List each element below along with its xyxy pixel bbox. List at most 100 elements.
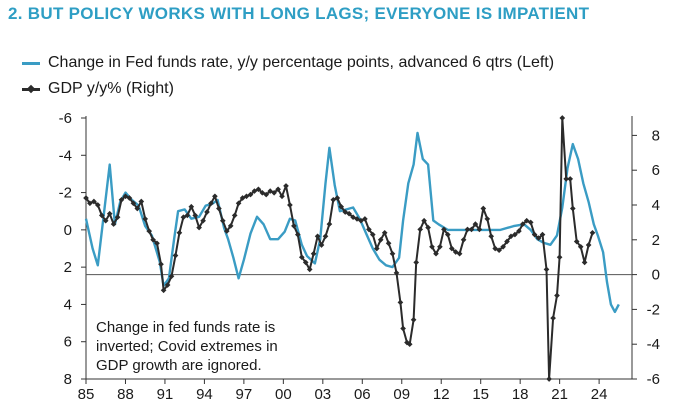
gdp-data-point bbox=[554, 292, 560, 299]
legend-label-gdp: GDP y/y% (Right) bbox=[48, 80, 174, 97]
gdp-data-point bbox=[283, 183, 289, 189]
right-axis-ticks: 8 6 4 2 0 -2 -4 -6 bbox=[632, 127, 660, 388]
gdp-data-point bbox=[255, 186, 262, 193]
gdp-data-point bbox=[259, 189, 266, 196]
gdp-data-point bbox=[243, 193, 250, 200]
gdp-data-point bbox=[138, 198, 145, 205]
gdp-data-point bbox=[154, 240, 160, 247]
x-axis-tick-label: 91 bbox=[157, 386, 174, 403]
gdp-data-point bbox=[298, 254, 305, 261]
gdp-data-point bbox=[354, 216, 360, 222]
left-axis-tick-label: 0 bbox=[64, 222, 72, 239]
right-axis-tick-label: -4 bbox=[647, 336, 660, 353]
gdp-data-point bbox=[192, 212, 199, 219]
legend-item-gdp: GDP y/y% (Right) bbox=[22, 76, 554, 102]
x-axis-tick-label: 15 bbox=[472, 386, 489, 403]
gdp-data-point bbox=[531, 231, 538, 238]
gdp-data-point bbox=[567, 176, 574, 182]
gdp-data-point bbox=[468, 226, 475, 233]
legend-item-fed-funds: Change in Fed funds rate, y/y percentage… bbox=[22, 50, 554, 76]
gdp-data-point bbox=[429, 243, 435, 250]
legend-swatch-gdp bbox=[22, 87, 40, 91]
gdp-data-point bbox=[98, 212, 105, 219]
gdp-data-point bbox=[373, 245, 380, 252]
gdp-data-point bbox=[413, 259, 420, 266]
x-axis-tick-label: 06 bbox=[354, 386, 371, 403]
gdp-data-point bbox=[302, 259, 309, 266]
gdp-data-point bbox=[476, 226, 483, 233]
chart-title: 2. BUT POLICY WORKS WITH LONG LAGS; EVER… bbox=[8, 4, 590, 23]
gdp-data-point bbox=[118, 196, 125, 203]
gdp-data-point bbox=[330, 196, 337, 203]
x-axis-tick-label: 94 bbox=[196, 386, 213, 403]
gdp-data-point bbox=[322, 233, 329, 240]
gdp-data-point bbox=[421, 217, 427, 224]
left-axis-tick-label: 2 bbox=[64, 259, 72, 276]
gdp-data-point bbox=[573, 238, 580, 245]
gdp-data-point bbox=[196, 224, 202, 231]
right-axis-tick-label: -2 bbox=[647, 301, 660, 318]
legend-swatch-fed-funds bbox=[22, 61, 40, 65]
gdp-data-point bbox=[366, 226, 372, 233]
gdp-data-point bbox=[369, 231, 376, 238]
gdp-data-point bbox=[437, 243, 443, 250]
gdp-data-point bbox=[448, 245, 455, 252]
gdp-data-point bbox=[433, 250, 439, 257]
x-axis-tick-label: 09 bbox=[393, 386, 410, 403]
gdp-data-point bbox=[589, 229, 596, 236]
x-axis-tick-label: 97 bbox=[236, 386, 253, 403]
gdp-data-point bbox=[235, 200, 242, 207]
gdp-data-point bbox=[456, 250, 463, 257]
left-axis-tick-label: 6 bbox=[64, 334, 72, 351]
gdp-data-point bbox=[306, 266, 313, 273]
gdp-data-point bbox=[142, 216, 149, 222]
right-axis-tick-label: 4 bbox=[652, 197, 660, 214]
x-axis-tick-label: 24 bbox=[591, 386, 608, 403]
gdp-data-point bbox=[539, 231, 546, 238]
gdp-data-point bbox=[417, 226, 424, 233]
gdp-data-point bbox=[106, 210, 113, 217]
gdp-data-point bbox=[519, 221, 526, 227]
gdp-data-point bbox=[488, 233, 495, 240]
gdp-data-point bbox=[314, 233, 321, 240]
gdp-data-point bbox=[158, 261, 164, 268]
gdp-data-point bbox=[512, 231, 518, 238]
gdp-data-point bbox=[441, 226, 447, 233]
gdp-series-markers bbox=[83, 115, 596, 382]
gdp-data-point bbox=[585, 242, 592, 248]
gdp-data-point bbox=[500, 243, 506, 250]
gdp-data-point bbox=[504, 238, 510, 245]
gdp-data-point bbox=[400, 325, 406, 332]
gdp-data-point bbox=[346, 210, 352, 217]
gdp-data-point bbox=[516, 228, 522, 234]
gdp-data-point bbox=[550, 315, 556, 321]
x-axis-ticks: 85 88 91 94 97 00 03 06 09 12 15 18 21 24 bbox=[78, 379, 608, 403]
gdp-data-point bbox=[543, 266, 550, 273]
left-axis-tick-label: 8 bbox=[64, 371, 72, 388]
gdp-data-point bbox=[338, 203, 345, 210]
gdp-data-point bbox=[275, 186, 281, 193]
gdp-data-point bbox=[393, 270, 400, 276]
right-axis-tick-label: 0 bbox=[652, 267, 660, 284]
gdp-data-point bbox=[146, 228, 153, 234]
x-axis-tick-label: 00 bbox=[275, 386, 292, 403]
gdp-data-point bbox=[484, 216, 491, 222]
right-axis-tick-label: 6 bbox=[652, 162, 660, 179]
right-axis-tick-label: 2 bbox=[652, 232, 660, 249]
gdp-data-point bbox=[130, 200, 137, 207]
gdp-data-point bbox=[204, 209, 210, 215]
gdp-data-point bbox=[223, 228, 230, 234]
gdp-data-point bbox=[208, 200, 214, 207]
x-axis-tick-label: 12 bbox=[433, 386, 450, 403]
x-axis-tick-label: 88 bbox=[117, 386, 134, 403]
left-axis-tick-label: -2 bbox=[59, 185, 72, 202]
gdp-data-point bbox=[134, 205, 141, 212]
gdp-data-point bbox=[83, 195, 89, 201]
left-axis-tick-label: -6 bbox=[59, 110, 72, 127]
gdp-data-point bbox=[172, 252, 179, 259]
gdp-data-point bbox=[556, 254, 563, 261]
gdp-data-point bbox=[389, 250, 396, 257]
left-axis-ticks: -6 -4 -2 0 2 4 6 8 bbox=[59, 110, 86, 388]
gdp-data-point bbox=[472, 221, 479, 227]
